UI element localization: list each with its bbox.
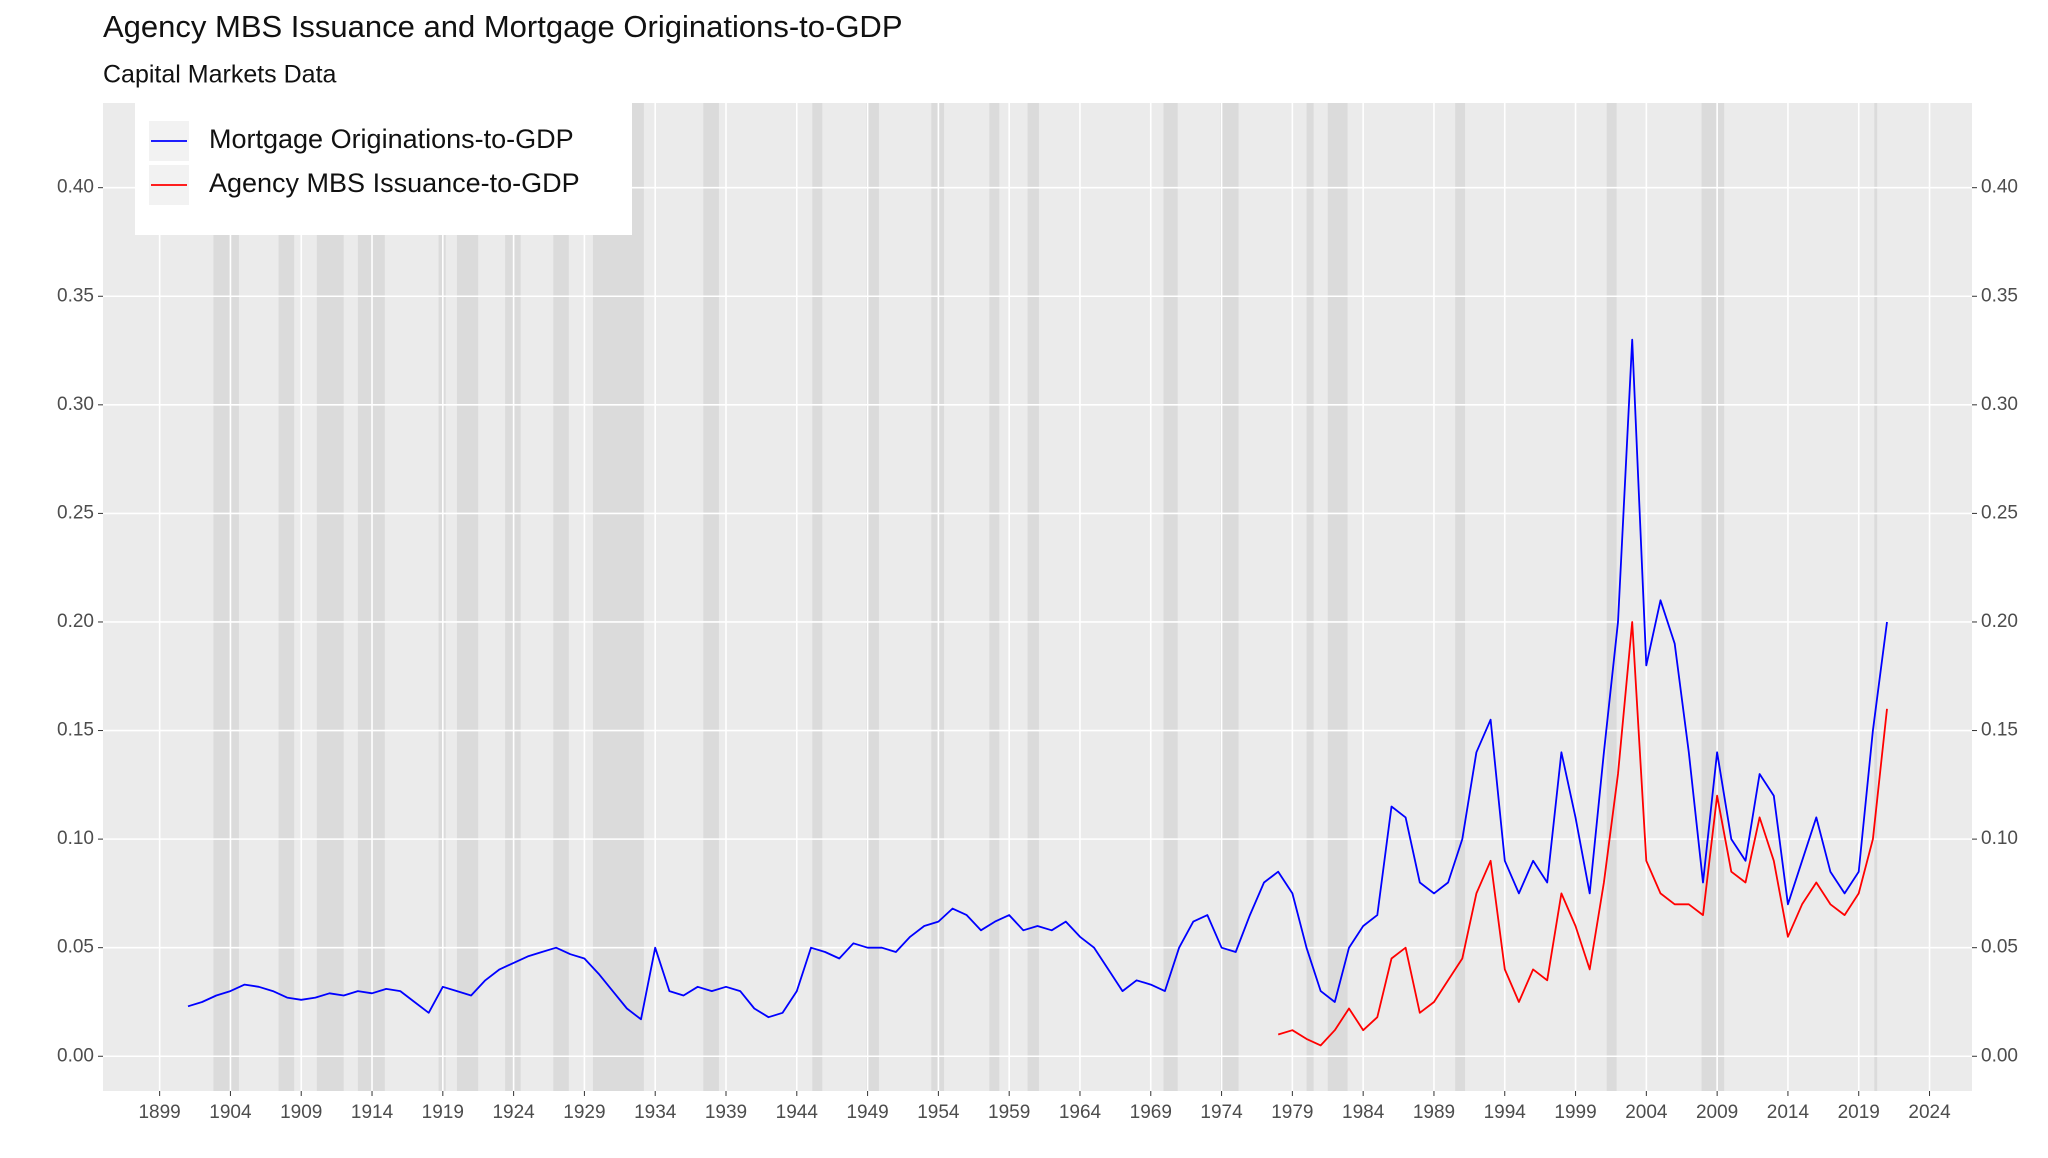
y-tick-label: 0.40: [57, 177, 94, 198]
x-tick-label: 2009: [1696, 1102, 1738, 1123]
y-tick-label: 0.35: [57, 285, 94, 306]
recession-band: [1027, 103, 1039, 1091]
chart-subtitle: Capital Markets Data: [103, 61, 337, 89]
legend-box: [135, 103, 632, 235]
x-tick-label: 2024: [1908, 1102, 1951, 1123]
recession-band: [1701, 103, 1725, 1091]
recession-band: [1220, 103, 1239, 1091]
x-tick-label: 1949: [846, 1102, 888, 1123]
recession-band: [866, 103, 879, 1091]
x-tick-label: 1934: [634, 1102, 677, 1123]
recession-band: [553, 103, 569, 1091]
x-tick-label: 1974: [1200, 1102, 1243, 1123]
recession-band: [1163, 103, 1178, 1091]
x-tick-label: 1999: [1554, 1102, 1596, 1123]
y-tick-label: 0.30: [57, 394, 94, 415]
y2-tick-label: 0.25: [1981, 502, 2018, 523]
y2-tick-label: 0.40: [1981, 177, 2018, 198]
y-tick-label: 0.20: [57, 611, 94, 632]
y2-tick-label: 0.20: [1981, 611, 2018, 632]
recession-band: [1306, 103, 1314, 1091]
y2-tick-label: 0.30: [1981, 394, 2018, 415]
y-tick-label: 0.15: [57, 720, 94, 741]
y2-tick-label: 0.10: [1981, 828, 2018, 849]
recession-band: [456, 103, 479, 1091]
series-line: [1277, 621, 1888, 1047]
x-tick-label: 2004: [1625, 1102, 1668, 1123]
x-tick-label: 1904: [209, 1102, 252, 1123]
y-tick-label: 0.00: [57, 1045, 94, 1066]
legend-label: Mortgage Originations-to-GDP: [209, 124, 574, 154]
y-tick-label: 0.10: [57, 828, 94, 849]
x-tick-label: 1959: [988, 1102, 1030, 1123]
recession-band: [278, 103, 295, 1091]
recession-band: [592, 103, 644, 1091]
recession-band: [1327, 103, 1348, 1091]
recession-band: [703, 103, 719, 1091]
x-tick-label: 1929: [563, 1102, 605, 1123]
y-tick-label: 0.25: [57, 502, 94, 523]
x-tick-label: 1919: [422, 1102, 464, 1123]
y2-tick-label: 0.05: [1981, 937, 2018, 958]
y2-tick-label: 0.00: [1981, 1045, 2018, 1066]
recession-band: [1874, 103, 1878, 1091]
recession-band: [1455, 103, 1466, 1091]
x-tick-label: 1994: [1484, 1102, 1527, 1123]
x-tick-label: 1909: [280, 1102, 322, 1123]
y2-tick-label: 0.35: [1981, 285, 2018, 306]
x-tick-label: 1899: [138, 1102, 180, 1123]
recession-band: [213, 103, 239, 1091]
x-tick-label: 1984: [1342, 1102, 1385, 1123]
series-line: [187, 338, 1888, 1021]
chart-title: Agency MBS Issuance and Mortgage Origina…: [103, 9, 903, 44]
x-tick-label: 1944: [776, 1102, 819, 1123]
x-tick-label: 1969: [1130, 1102, 1172, 1123]
x-tick-label: 1924: [492, 1102, 535, 1123]
x-tick-label: 1979: [1271, 1102, 1313, 1123]
x-tick-label: 1989: [1413, 1102, 1455, 1123]
x-tick-label: 2019: [1838, 1102, 1880, 1123]
recession-band: [989, 103, 1000, 1091]
y2-tick-label: 0.15: [1981, 720, 2018, 741]
x-tick-label: 1914: [351, 1102, 394, 1123]
recession-band: [812, 103, 823, 1091]
x-tick-label: 1954: [917, 1102, 960, 1123]
x-tick-label: 2014: [1767, 1102, 1810, 1123]
legend-label: Agency MBS Issuance-to-GDP: [209, 168, 580, 198]
y-tick-label: 0.05: [57, 937, 94, 958]
x-tick-label: 1964: [1059, 1102, 1102, 1123]
recession-band: [316, 103, 344, 1091]
recession-band: [1606, 103, 1617, 1091]
x-tick-label: 1939: [705, 1102, 747, 1123]
